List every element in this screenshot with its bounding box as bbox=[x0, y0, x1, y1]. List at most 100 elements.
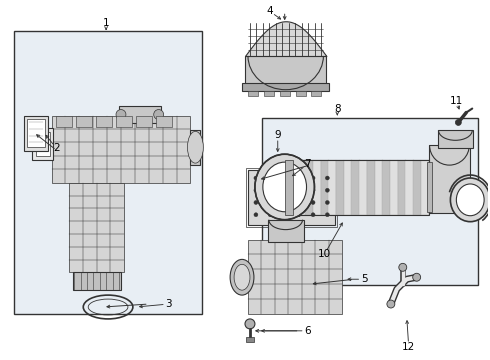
Bar bbox=[290, 160, 429, 215]
Bar bbox=[374, 160, 383, 215]
Ellipse shape bbox=[254, 188, 258, 192]
Bar bbox=[413, 160, 421, 215]
Ellipse shape bbox=[283, 176, 287, 180]
Ellipse shape bbox=[255, 154, 315, 220]
Bar bbox=[336, 160, 344, 215]
Bar bbox=[246, 168, 337, 227]
Ellipse shape bbox=[268, 176, 272, 180]
Bar bbox=[116, 116, 132, 127]
Ellipse shape bbox=[263, 162, 307, 212]
Bar bbox=[421, 160, 429, 215]
Bar bbox=[74, 272, 121, 290]
Ellipse shape bbox=[325, 201, 329, 204]
Bar bbox=[76, 116, 92, 127]
Bar bbox=[32, 129, 53, 160]
Bar bbox=[70, 183, 124, 272]
Ellipse shape bbox=[297, 213, 301, 217]
Bar bbox=[136, 116, 152, 127]
Bar bbox=[312, 91, 321, 96]
Bar bbox=[328, 160, 337, 215]
Text: 6: 6 bbox=[304, 326, 311, 336]
Ellipse shape bbox=[325, 213, 329, 217]
Bar bbox=[382, 160, 391, 215]
Ellipse shape bbox=[311, 213, 315, 217]
Bar bbox=[51, 116, 191, 183]
Text: 2: 2 bbox=[53, 143, 60, 153]
Bar bbox=[359, 160, 368, 215]
Ellipse shape bbox=[399, 264, 407, 271]
Ellipse shape bbox=[254, 176, 258, 180]
Ellipse shape bbox=[283, 188, 287, 192]
Ellipse shape bbox=[387, 300, 395, 308]
Ellipse shape bbox=[311, 201, 315, 204]
Bar bbox=[297, 160, 306, 215]
Bar bbox=[156, 116, 171, 127]
Ellipse shape bbox=[268, 201, 272, 204]
Bar bbox=[248, 239, 342, 314]
Text: 4: 4 bbox=[267, 6, 273, 16]
Ellipse shape bbox=[188, 131, 203, 163]
Ellipse shape bbox=[325, 176, 329, 180]
Bar bbox=[280, 91, 290, 96]
Ellipse shape bbox=[283, 201, 287, 204]
Bar bbox=[285, 160, 293, 215]
Text: 10: 10 bbox=[318, 249, 331, 260]
Bar bbox=[295, 91, 306, 96]
Ellipse shape bbox=[268, 213, 272, 217]
Bar bbox=[268, 220, 303, 242]
Bar bbox=[398, 160, 406, 215]
Bar bbox=[351, 160, 360, 215]
Bar bbox=[36, 132, 49, 156]
Ellipse shape bbox=[230, 260, 254, 295]
Bar bbox=[14, 31, 202, 314]
Bar bbox=[96, 116, 112, 127]
Ellipse shape bbox=[154, 109, 164, 120]
Bar bbox=[24, 116, 48, 151]
Ellipse shape bbox=[297, 201, 301, 204]
Ellipse shape bbox=[234, 264, 250, 290]
Bar bbox=[290, 160, 298, 215]
Ellipse shape bbox=[413, 273, 420, 281]
Text: 7: 7 bbox=[304, 159, 311, 169]
Bar bbox=[191, 130, 200, 165]
Bar bbox=[119, 105, 161, 123]
Ellipse shape bbox=[254, 213, 258, 217]
Ellipse shape bbox=[283, 213, 287, 217]
Ellipse shape bbox=[254, 201, 258, 204]
Text: 8: 8 bbox=[334, 104, 341, 113]
Ellipse shape bbox=[297, 188, 301, 192]
Text: 12: 12 bbox=[402, 342, 416, 352]
Bar bbox=[264, 91, 274, 96]
Ellipse shape bbox=[245, 319, 255, 329]
Text: 11: 11 bbox=[450, 96, 463, 105]
Bar bbox=[313, 160, 321, 215]
Text: 5: 5 bbox=[361, 274, 368, 284]
Ellipse shape bbox=[311, 176, 315, 180]
Bar bbox=[242, 83, 329, 91]
Bar bbox=[390, 160, 398, 215]
Bar bbox=[367, 160, 375, 215]
Ellipse shape bbox=[268, 188, 272, 192]
Bar bbox=[427, 162, 432, 212]
Bar bbox=[320, 160, 329, 215]
Bar bbox=[429, 145, 470, 213]
Ellipse shape bbox=[450, 178, 490, 222]
Bar bbox=[248, 91, 258, 96]
Bar bbox=[245, 56, 326, 84]
Ellipse shape bbox=[116, 109, 126, 120]
Bar bbox=[248, 170, 335, 225]
Ellipse shape bbox=[311, 188, 315, 192]
Bar bbox=[405, 160, 414, 215]
Ellipse shape bbox=[456, 184, 484, 216]
Ellipse shape bbox=[297, 176, 301, 180]
Bar bbox=[439, 130, 473, 148]
Bar bbox=[305, 160, 313, 215]
Ellipse shape bbox=[455, 120, 461, 125]
Bar bbox=[262, 118, 478, 285]
Text: 9: 9 bbox=[274, 130, 281, 140]
Text: 3: 3 bbox=[165, 299, 172, 309]
Text: 1: 1 bbox=[103, 18, 109, 28]
Ellipse shape bbox=[325, 188, 329, 192]
Bar bbox=[343, 160, 352, 215]
Bar bbox=[56, 116, 73, 127]
